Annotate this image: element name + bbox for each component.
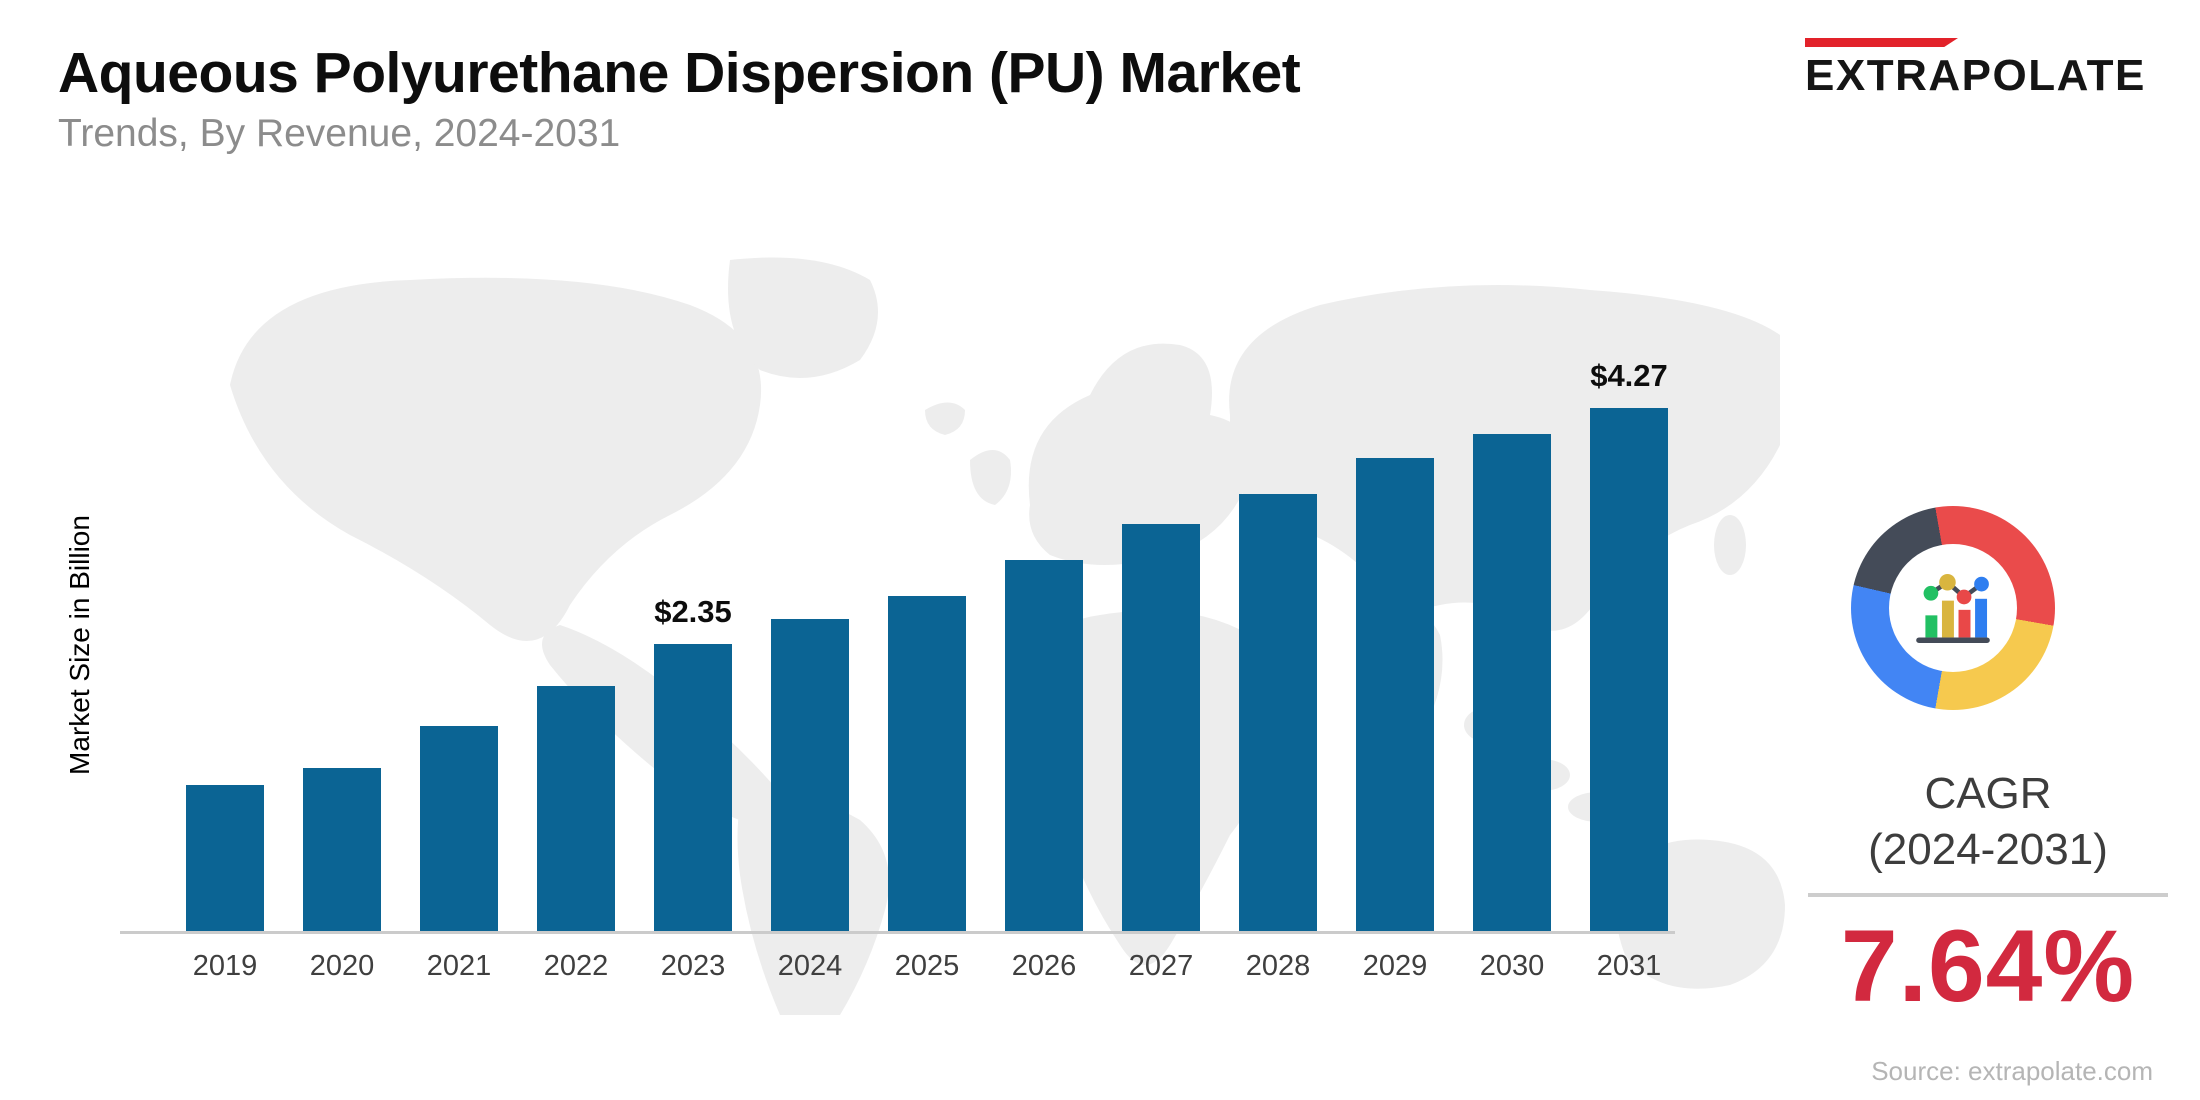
x-tick-2028: 2028 xyxy=(1245,950,1311,982)
x-tick-2026: 2026 xyxy=(1011,950,1077,982)
logo-wordmark: EXTRAPOLATE xyxy=(1805,51,2146,100)
x-tick-2030: 2030 xyxy=(1479,950,1545,982)
x-tick-2027: 2027 xyxy=(1128,950,1194,982)
bar-value-label-2023: $2.35 xyxy=(654,594,732,629)
x-tick-2031: 2031 xyxy=(1596,950,1662,982)
bar-2031 xyxy=(1590,408,1668,933)
bar-2028 xyxy=(1239,494,1317,933)
panel-divider xyxy=(1808,893,2168,897)
bar-2023 xyxy=(654,644,732,933)
y-axis-label: Market Size in Billion xyxy=(64,515,95,775)
bar-2019 xyxy=(186,785,264,933)
bar-2027 xyxy=(1122,524,1200,933)
bar-2024 xyxy=(771,619,849,933)
bar-2025 xyxy=(888,596,966,933)
x-tick-2023: 2023 xyxy=(660,950,726,982)
bar-2030 xyxy=(1473,434,1551,933)
extrapolate-logo: EXTRAPOLATE xyxy=(1805,38,2185,101)
x-tick-2021: 2021 xyxy=(426,950,492,982)
cagr-value: 7.64% xyxy=(1840,909,2136,1023)
x-tick-2029: 2029 xyxy=(1362,950,1428,982)
source-attribution: Source: extrapolate.com xyxy=(1871,1056,2153,1086)
mini-chart-icon xyxy=(1916,573,1990,643)
page-title: Aqueous Polyurethane Dispersion (PU) Mar… xyxy=(58,41,1301,105)
donut-hole xyxy=(1889,544,2017,672)
page-subtitle: Trends, By Revenue, 2024-2031 xyxy=(58,112,621,155)
cagr-label: CAGR (2024-2031) xyxy=(1788,766,2188,878)
x-tick-2024: 2024 xyxy=(777,950,843,982)
bar-2029 xyxy=(1356,458,1434,933)
logo-red-stripe xyxy=(1805,38,1958,47)
bar-2022 xyxy=(537,686,615,933)
cagr-period: (2024-2031) xyxy=(1868,825,2108,874)
cagr-title: CAGR xyxy=(1924,769,2052,818)
x-tick-2025: 2025 xyxy=(894,950,960,982)
bar-2021 xyxy=(420,726,498,933)
x-axis-line xyxy=(120,931,1675,934)
x-tick-2022: 2022 xyxy=(543,950,609,982)
bar-value-label-2031: $4.27 xyxy=(1590,358,1668,393)
bar-2020 xyxy=(303,768,381,933)
bar-2026 xyxy=(1005,560,1083,933)
x-tick-2019: 2019 xyxy=(192,950,258,982)
x-tick-2020: 2020 xyxy=(309,950,375,982)
donut-chart-icon xyxy=(1851,506,2055,710)
